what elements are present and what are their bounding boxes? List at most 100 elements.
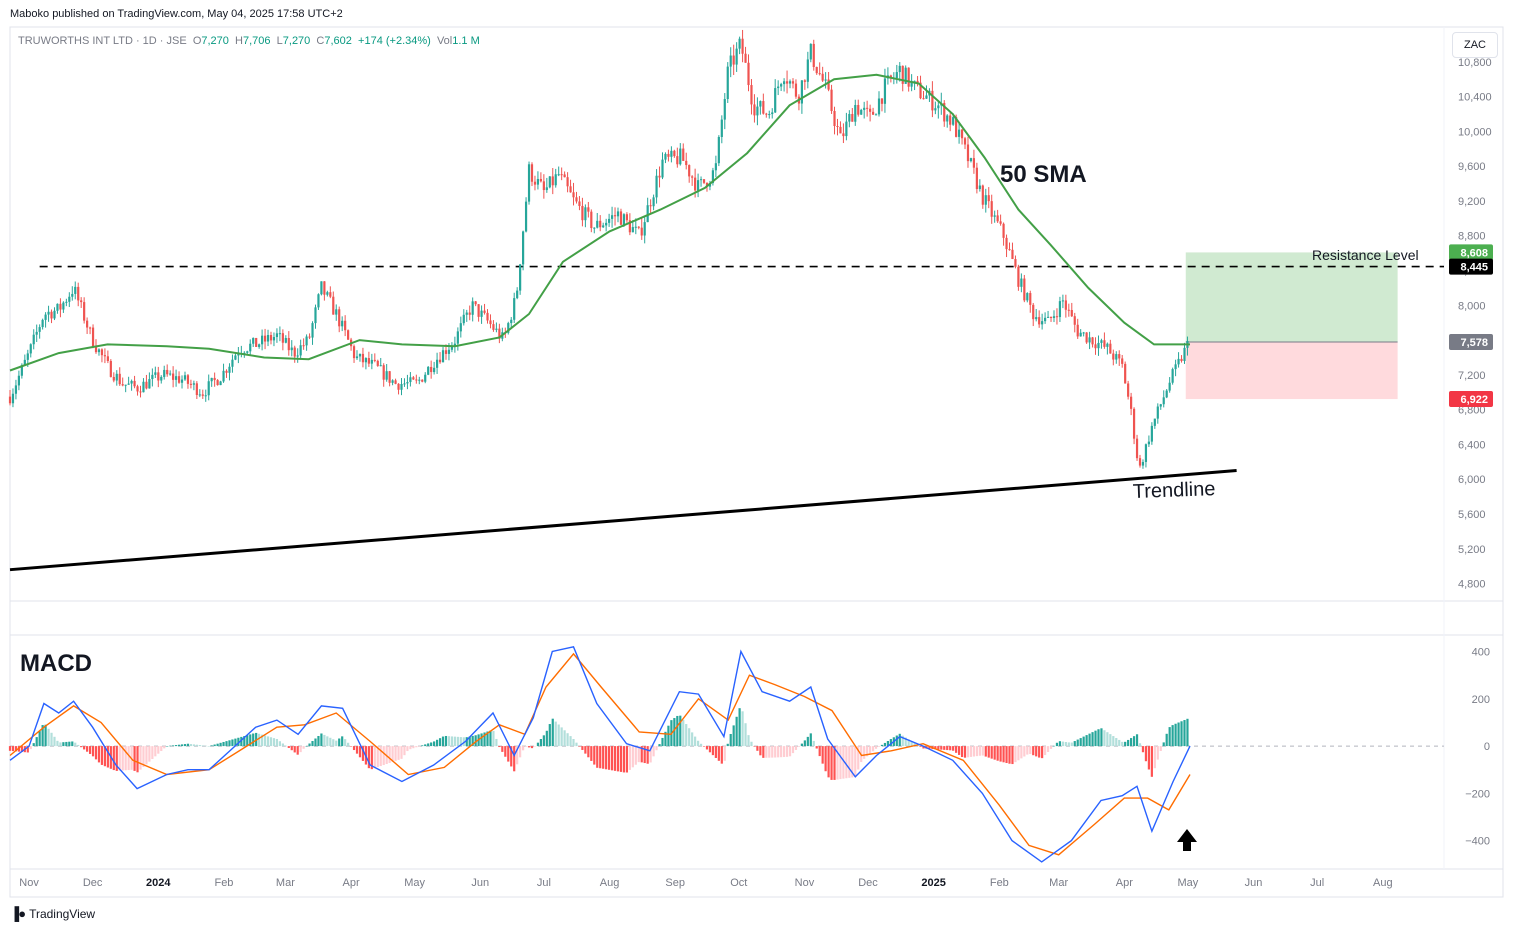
candle-body	[978, 185, 981, 190]
candle-body	[723, 99, 726, 120]
price-tick-label: 6,000	[1458, 474, 1486, 486]
currency-button[interactable]: ZAC	[1452, 32, 1498, 58]
macd-histogram-bar	[952, 746, 955, 751]
macd-histogram-bar	[655, 746, 658, 751]
candle-body	[421, 379, 424, 382]
macd-histogram-bar	[361, 746, 365, 761]
candle-body	[1088, 337, 1091, 343]
macd-histogram-bar	[320, 733, 323, 747]
macd-histogram-bar	[62, 742, 65, 747]
candle-body	[154, 372, 157, 375]
macd-histogram-bar	[1085, 735, 1088, 747]
macd-histogram-bar	[797, 746, 801, 747]
position-stop-zone[interactable]	[1185, 342, 1398, 400]
macd-histogram-bar	[628, 746, 631, 770]
candle-body	[759, 101, 762, 107]
macd-histogram-bar	[688, 728, 691, 747]
candle-body	[341, 320, 344, 327]
macd-histogram-bar	[886, 740, 890, 747]
macd-histogram-bar	[788, 746, 792, 757]
candle-body	[788, 81, 792, 84]
candle-body	[38, 327, 41, 332]
candle-body	[717, 136, 720, 164]
macd-histogram-bar	[326, 736, 329, 747]
macd-histogram-bar	[545, 730, 548, 747]
candle-body	[551, 176, 554, 186]
macd-histogram-bar	[765, 746, 768, 758]
macd-histogram-bar	[278, 741, 281, 747]
macd-histogram-bar	[323, 734, 326, 747]
price-tick-label: 10,400	[1458, 92, 1492, 104]
macd-histogram-bar	[355, 746, 359, 754]
candle-body	[854, 104, 857, 122]
macd-histogram-bar	[421, 745, 424, 747]
candle-body	[898, 65, 901, 73]
macd-histogram-bar	[1118, 739, 1121, 747]
candle-body	[1020, 278, 1023, 287]
candle-body	[785, 81, 789, 84]
candle-body	[777, 86, 780, 89]
candle-body	[1035, 317, 1038, 320]
macd-histogram-bar	[142, 746, 145, 767]
candle-body	[160, 376, 163, 381]
macd-histogram-bar	[714, 746, 717, 758]
time-axis-label: Dec	[858, 877, 878, 889]
candle-body	[379, 365, 382, 367]
sma50-line[interactable]	[9, 73, 1190, 372]
macd-histogram-bar	[160, 746, 163, 752]
macd-histogram-bar	[347, 742, 350, 747]
macd-histogram-bar	[1035, 746, 1038, 757]
macd-histogram-bar	[581, 746, 584, 750]
macd-histogram-bar	[148, 746, 151, 762]
trendline-annotation: Trendline	[1132, 478, 1215, 503]
time-axis-label: Nov	[19, 877, 39, 889]
candle-body	[275, 333, 279, 338]
price-tick-label: 5,600	[1458, 509, 1486, 521]
candle-body	[269, 335, 273, 341]
candle-body	[1132, 408, 1136, 439]
candle-body	[1171, 369, 1174, 383]
candle-body	[714, 163, 717, 171]
macd-histogram-bar	[880, 744, 884, 747]
macd-histogram-bar	[919, 746, 922, 747]
candle-body	[1085, 332, 1088, 343]
macd-line[interactable]	[9, 645, 1191, 863]
candle-body	[1103, 340, 1106, 347]
macd-histogram-bar	[780, 746, 783, 758]
macd-histogram-bar	[1097, 729, 1100, 747]
candle-body	[679, 148, 682, 165]
candle-body	[762, 101, 765, 114]
macd-histogram-bar	[261, 734, 264, 747]
macd-histogram-bar	[172, 745, 175, 747]
candle-body	[952, 117, 955, 125]
macd-signal-line[interactable]	[9, 652, 1191, 856]
candle-body	[720, 119, 723, 137]
macd-histogram-bar	[151, 746, 154, 760]
macd-histogram-bar	[839, 746, 842, 780]
candle-body	[1038, 317, 1041, 325]
candle-body	[750, 85, 753, 105]
candle-body	[177, 376, 181, 383]
candle-body	[35, 331, 38, 335]
macd-histogram-bar	[889, 739, 892, 747]
macd-histogram-bar	[1073, 741, 1076, 747]
macd-histogram-bar	[412, 746, 415, 749]
candle-body	[747, 62, 750, 86]
macd-histogram-bar	[1061, 741, 1064, 747]
macd-histogram-bar	[513, 746, 516, 772]
macd-histogram-bar	[430, 742, 433, 747]
candle-body	[830, 89, 833, 111]
candle-body	[26, 353, 29, 360]
macd-histogram-bar	[883, 742, 887, 747]
candle-body	[969, 158, 973, 162]
macd-histogram-bar	[993, 746, 996, 760]
candle-body	[447, 349, 451, 354]
candle-body	[613, 215, 617, 217]
tv-logo-icon: ▐●	[10, 906, 26, 921]
candle-body	[833, 110, 836, 126]
macd-histogram-bar	[548, 724, 551, 747]
candle-body	[77, 286, 80, 301]
macd-histogram-bar	[782, 746, 786, 758]
trendline[interactable]	[9, 469, 1237, 572]
